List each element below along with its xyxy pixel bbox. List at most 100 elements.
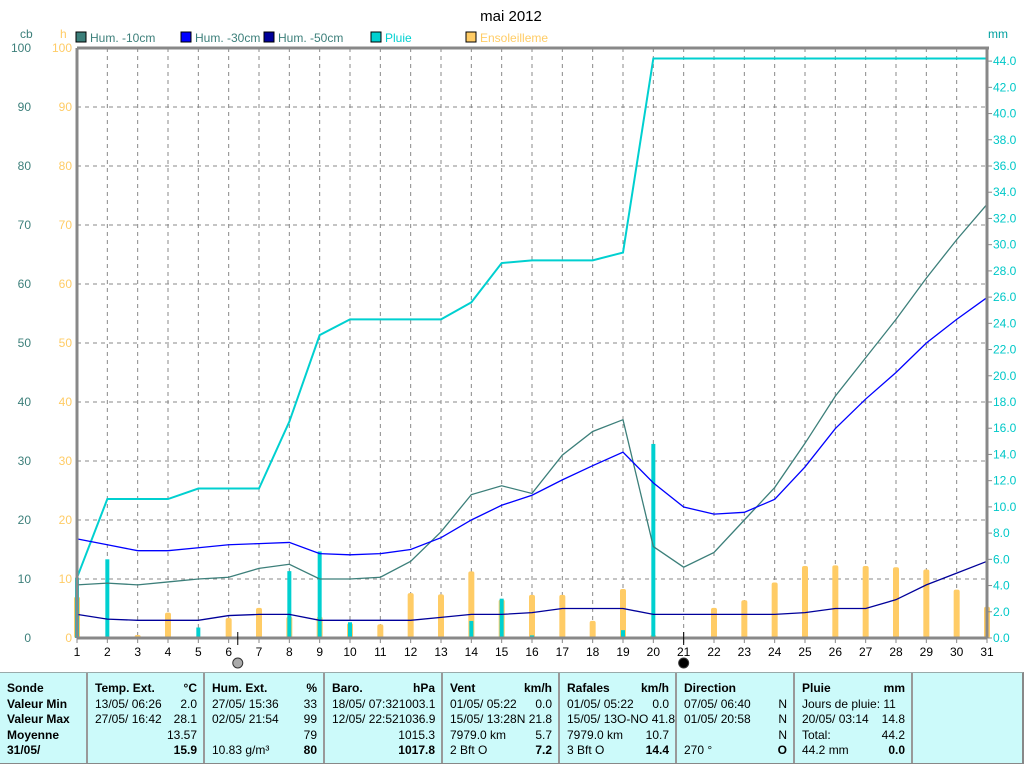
sunshine-bar [377,624,384,638]
right-tick-label: 38.0 [993,133,1017,147]
x-tick-label: 23 [738,645,752,659]
sunshine-bar [862,566,869,638]
sunshine-bar [559,594,566,638]
rain-bar [105,559,110,638]
right-tick-label: 32.0 [993,211,1017,225]
hum-extra: 10.83 g/m³ [212,743,270,757]
left-tick-label-h: 10 [59,572,73,586]
temp-current: 15.9 [173,743,197,757]
rafales-dist: 7979.0 km [567,727,624,742]
left-tick-label-cb: 60 [18,277,32,291]
baro-current: 1017.8 [398,743,435,757]
hum-current: 80 [303,743,317,757]
pluie-total-label: Total: [802,727,831,742]
sunshine-bar [832,565,839,638]
direction-min: N [778,696,787,711]
x-tick-label: 5 [195,645,202,659]
temp-min: 2.0 [180,696,197,711]
lines [76,57,988,621]
left-axis-unit-cb: cb [20,27,33,41]
direction-max-date: 01/05/ 20:58 [684,712,751,726]
left-tick-label-h: 0 [65,631,72,645]
baro-min-date: 18/05/ 07:32 [332,696,399,711]
left-tick-label-cb: 30 [18,454,32,468]
pluie-sum: 44.2 mm [802,743,849,757]
vent-max: N 21.8 [516,712,553,726]
baro-unit: hPa [412,681,435,695]
series-line-0 [76,203,988,586]
legend-label: Hum. -50cm [278,31,343,45]
temp-min-date: 13/05/ 06:26 [95,696,162,711]
direction-min-date: 07/05/ 06:40 [684,696,751,711]
right-tick-label: 0.0 [993,631,1010,645]
right-tick-label: 2.0 [993,605,1010,619]
left-tick-label-h: 100 [52,41,72,55]
left-tick-label-cb: 100 [11,41,31,55]
right-tick-label: 42.0 [993,80,1017,94]
left-tick-label-cb: 90 [18,100,32,114]
left-tick-label-h: 50 [59,336,73,350]
x-tick-label: 16 [525,645,539,659]
x-tick-label: 9 [316,645,323,659]
temp-avg: 13.57 [166,727,197,742]
temp-title: Temp. Ext. [95,681,155,695]
vent-column: Vent km/h 01/05/ 05:22 0.0 15/05/ 13:28 N 2… [443,673,560,763]
temp-max: 28.1 [173,712,197,726]
x-tick-label: 20 [647,645,661,659]
hum-min: 33 [303,696,317,711]
legend-swatch [370,31,382,43]
rain-bar [469,620,474,638]
label-current: 31/05/ [7,743,41,757]
chart-title: mai 2012 [480,8,542,25]
right-tick-label: 10.0 [993,500,1017,514]
x-tick-label: 31 [980,645,994,659]
x-tick-label: 19 [616,645,630,659]
sunshine-bar [802,566,808,638]
sunshine-bar [620,589,626,638]
temp-column: Temp. Ext. °C 13/05/ 06:26 2.0 27/05/ 16:4… [88,673,205,763]
rain-bar [499,598,504,638]
x-tick-label: 29 [920,645,934,659]
x-tick-label: 8 [286,645,293,659]
legend-label: Hum. -30cm [195,31,260,45]
sunshine-bar [741,600,748,638]
legend-swatch [75,31,87,43]
baro-min: 1003.1 [398,696,436,711]
x-tick-label: 15 [495,645,509,659]
x-tick-label: 10 [343,645,357,659]
vent-current: 7.2 [535,743,552,757]
x-tick-label: 12 [404,645,418,659]
labels-column: Sonde Valeur Min Valeur Max Moyenne 31/0… [0,673,88,763]
sunshine-bar [256,607,262,638]
x-tick-label: 21 [677,645,691,659]
new-moon-icon [678,657,690,669]
direction-title: Direction [684,681,737,695]
direction-max: N [778,712,787,726]
rafales-title: Rafales [567,681,610,695]
series-line-2 [76,560,988,621]
rain-cumulative-line [76,57,987,579]
left-tick-label-cb: 10 [18,572,32,586]
left-tick-label-h: 30 [59,454,73,468]
vent-min-date: 01/05/ 05:22 [450,696,517,711]
x-tick-label: 24 [768,645,782,659]
sunshine-bar [711,607,717,638]
hum-column: Hum. Ext.% 27/05/ 15:36 33 02/05/ 21:54 99… [205,673,325,763]
label-max: Valeur Max [7,712,70,726]
left-tick-label-h: 80 [59,159,73,173]
right-tick-label: 28.0 [993,264,1017,278]
right-tick-label: 8.0 [993,526,1010,540]
right-tick-label: 14.0 [993,447,1017,461]
rafales-current: 14.4 [645,743,669,757]
right-tick-label: 4.0 [993,579,1010,593]
right-tick-label: 30.0 [993,238,1017,252]
left-tick-label-h: 40 [59,395,73,409]
x-tick-label: 2 [104,645,111,659]
bars [74,443,990,638]
rafales-unit: km/h [640,681,669,695]
hum-max: 99 [303,712,317,726]
right-tick-label: 40.0 [993,107,1017,121]
vent-avg: 5.7 [535,727,552,742]
right-tick-label: 26.0 [993,290,1017,304]
